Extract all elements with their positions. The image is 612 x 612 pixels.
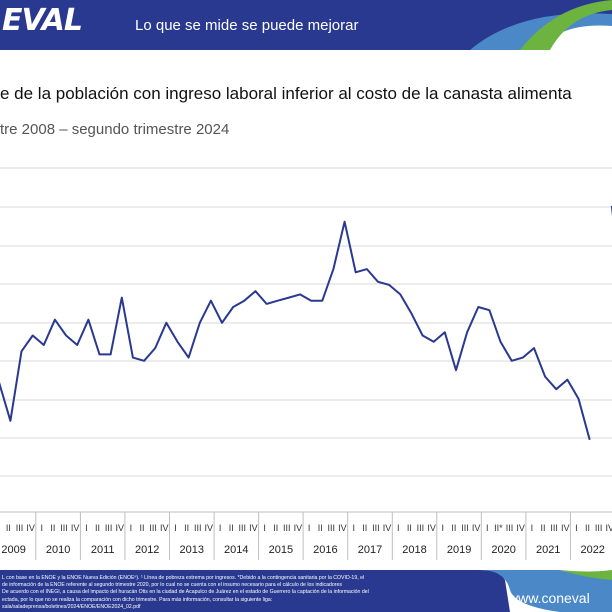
year-label: 2012	[135, 544, 159, 556]
quarter-label: III	[595, 523, 603, 533]
quarter-label: IV	[71, 523, 80, 533]
quarter-label: II	[50, 523, 55, 533]
quarter-label: I	[486, 523, 489, 533]
year-label: 2018	[402, 544, 426, 556]
quarter-label: IV	[383, 523, 392, 533]
series-line	[0, 205, 612, 441]
footer-notes: L con base en la ENOE y la ENOE Nueva Ed…	[2, 575, 472, 611]
quarter-label: I	[174, 523, 177, 533]
quarter-label: II	[273, 523, 278, 533]
quarter-label: II*	[494, 523, 503, 533]
header-slogan: Lo que se mide se puede mejorar	[135, 17, 359, 34]
chart-subtitle: tre 2008 – segundo trimestre 2024	[0, 121, 230, 138]
quarter-label: I	[531, 523, 534, 533]
year-label: 2019	[447, 544, 471, 556]
quarter-label: IV	[427, 523, 436, 533]
quarter-label: III	[16, 523, 24, 533]
quarter-label: IV	[160, 523, 169, 533]
quarter-label: I	[85, 523, 88, 533]
quarter-label: III	[60, 523, 68, 533]
quarter-label: II	[451, 523, 456, 533]
series-segment	[0, 220, 591, 441]
footer-line: De acuerdo con el INEGI, a causa del imp…	[2, 589, 369, 596]
quarter-label: I	[130, 523, 133, 533]
x-axis-ticks	[35, 512, 571, 560]
quarter-label: I	[219, 523, 222, 533]
quarter-label: III	[105, 523, 113, 533]
quarter-label: II	[139, 523, 144, 533]
quarter-label: III	[461, 523, 469, 533]
quarter-label: IV	[561, 523, 570, 533]
quarter-label: IV	[115, 523, 124, 533]
year-label: 2011	[91, 544, 115, 556]
quarter-label: I	[41, 523, 44, 533]
year-label: 2021	[536, 544, 560, 556]
quarter-label: I	[397, 523, 400, 533]
footer-line: L con base en la ENOE y la ENOE Nueva Ed…	[2, 575, 365, 581]
footer-banner	[0, 570, 612, 612]
footer-line: de información de la ENOE referente al s…	[2, 582, 342, 589]
quarter-label: I	[352, 523, 355, 533]
quarter-label: IV	[516, 523, 525, 533]
quarter-label: III	[283, 523, 291, 533]
quarter-label: I	[263, 523, 266, 533]
quarter-label: II	[362, 523, 367, 533]
grid-lines	[0, 167, 612, 513]
coneval-logo: EVAL	[2, 3, 83, 38]
year-label: 2014	[224, 544, 248, 556]
quarter-label: I	[575, 523, 578, 533]
quarter-label: II	[318, 523, 323, 533]
quarter-label: III	[149, 523, 157, 533]
quarter-label: III	[194, 523, 202, 533]
year-labels: 2009 2010 2011 2012 2013 2014 2015 2016 2017 2018…	[1, 544, 605, 556]
quarter-label: II	[229, 523, 234, 533]
header-banner	[0, 0, 612, 50]
year-label: 2009	[1, 544, 25, 556]
chart-title: e de la población con ingreso laboral in…	[0, 84, 572, 103]
quarter-label: IV	[472, 523, 481, 533]
quarter-label: II	[184, 523, 189, 533]
line-chart: II III IV I II III IV I II III IV I II III IV I II III IV I…	[0, 167, 612, 560]
year-label: 2015	[269, 544, 293, 556]
quarter-label: II	[6, 523, 11, 533]
year-label: 2020	[491, 544, 515, 556]
quarter-label: IV	[294, 523, 303, 533]
year-label: 2022	[580, 544, 604, 556]
quarter-label: III	[239, 523, 247, 533]
quarter-label: III	[550, 523, 558, 533]
quarter-label: II	[585, 523, 590, 533]
year-label: 2013	[180, 544, 204, 556]
year-label: 2016	[313, 544, 337, 556]
quarter-label: II	[407, 523, 412, 533]
quarter-label: IV	[205, 523, 214, 533]
quarter-label: IV	[605, 523, 612, 533]
footer-line: ectada, por lo que no se realiza la comp…	[2, 596, 273, 603]
quarter-label: IV	[338, 523, 347, 533]
quarter-label: III	[417, 523, 425, 533]
quarter-label: II	[540, 523, 545, 533]
footer-link[interactable]: sala/saladeprensa/boletines/2024/ENOE/EN…	[2, 603, 141, 610]
year-label: 2010	[46, 544, 70, 556]
year-label: 2017	[358, 544, 382, 556]
quarter-label: IV	[249, 523, 258, 533]
quarter-label: IV	[26, 523, 35, 533]
quarter-label: III	[372, 523, 380, 533]
website-url[interactable]: www.coneval	[508, 590, 590, 606]
quarter-labels: II III IV I II III IV I II III IV I II III IV I II III IV I…	[6, 523, 612, 533]
quarter-label: III	[506, 523, 514, 533]
quarter-label: III	[328, 523, 336, 533]
quarter-label: II	[95, 523, 100, 533]
quarter-label: I	[442, 523, 445, 533]
quarter-label: I	[308, 523, 311, 533]
